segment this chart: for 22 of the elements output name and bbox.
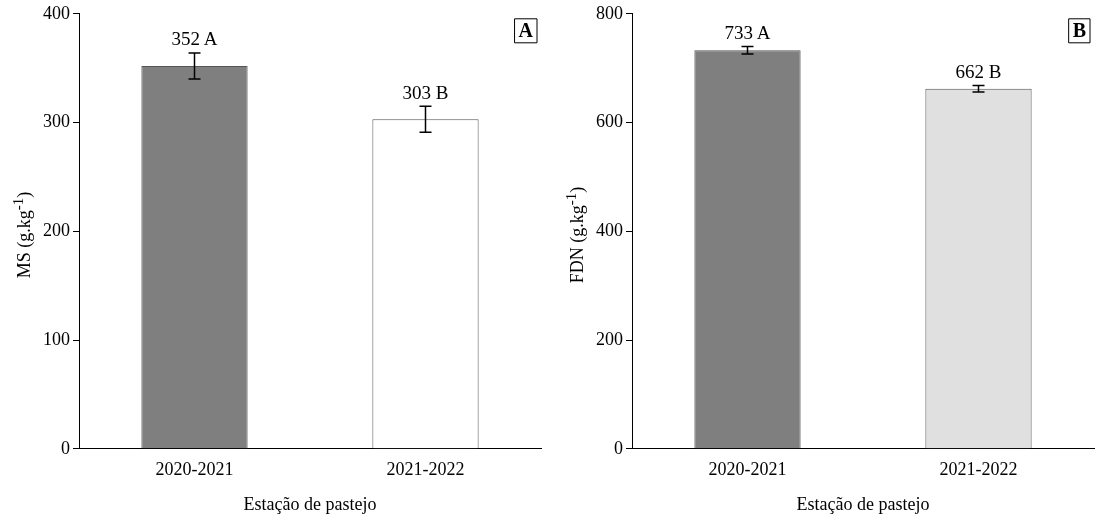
y-tick-label: 600 xyxy=(596,111,623,132)
x-tick-label: 2020-2021 xyxy=(708,459,787,480)
data-label: 303 B xyxy=(402,81,449,103)
y-tick-label: 100 xyxy=(43,328,70,349)
data-label: 733 A xyxy=(724,21,771,43)
y-tick-label: 300 xyxy=(43,111,70,132)
data-label: 352 A xyxy=(171,28,218,50)
y-tick-label: 0 xyxy=(614,437,623,458)
data-label: 662 B xyxy=(955,61,1002,83)
x-tick-label: 2020-2021 xyxy=(155,459,234,480)
y-tick-label: 0 xyxy=(61,437,70,458)
x-axis-title: Estação de pastejo xyxy=(243,493,377,514)
x-tick-label: 2021-2022 xyxy=(939,459,1018,480)
annotation: B xyxy=(1072,18,1086,41)
x-axis-title: Estação de pastejo xyxy=(796,493,930,514)
y-tick-label: 200 xyxy=(596,328,623,349)
y-tick-label: 800 xyxy=(596,2,623,23)
x-tick-label: 2021-2022 xyxy=(386,459,465,480)
annotation: A xyxy=(518,18,534,41)
y-tick-label: 400 xyxy=(596,220,623,241)
y-tick-label: 200 xyxy=(43,220,70,241)
y-tick-label: 400 xyxy=(43,2,70,23)
